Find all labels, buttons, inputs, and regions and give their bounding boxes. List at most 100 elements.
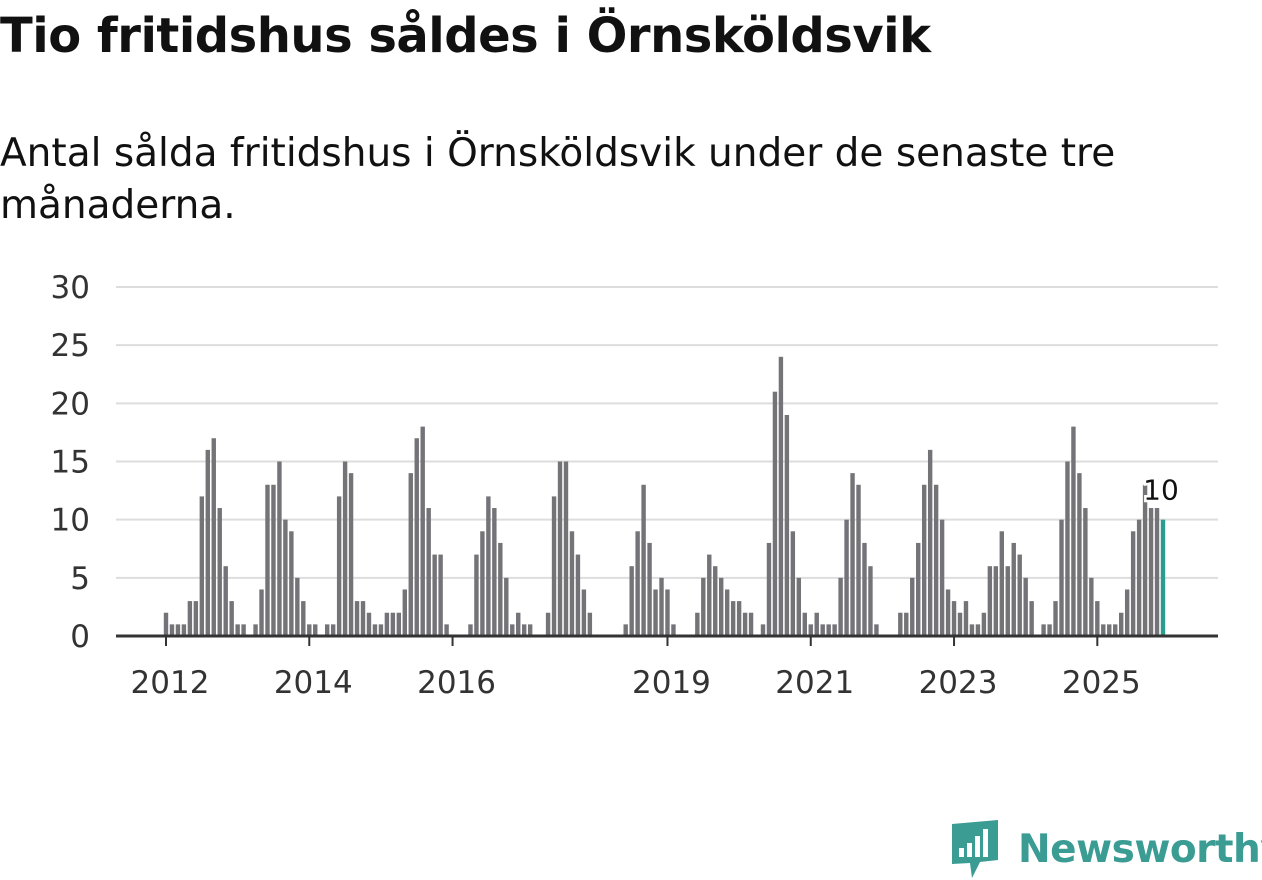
bar xyxy=(516,612,521,636)
bar xyxy=(945,589,951,636)
bar xyxy=(307,624,312,636)
y-tick-label-0: 0 xyxy=(70,619,90,655)
bar xyxy=(217,508,222,636)
bar xyxy=(205,449,210,636)
y-tick-label-25: 25 xyxy=(51,328,90,364)
bar xyxy=(336,496,342,636)
bar xyxy=(1083,508,1088,636)
bar xyxy=(826,624,831,636)
x-axis-tick-labels: 2012 2014 2016 2019 2021 2023 2025 xyxy=(131,665,1141,700)
y-tick-label-20: 20 xyxy=(51,386,90,422)
bar xyxy=(510,624,515,636)
bar xyxy=(402,589,407,636)
bar xyxy=(366,612,372,636)
bar xyxy=(313,624,318,636)
bar xyxy=(736,601,742,636)
bar xyxy=(999,531,1004,636)
bar xyxy=(838,577,843,636)
bar xyxy=(814,612,819,636)
bar xyxy=(432,554,437,636)
bar xyxy=(659,577,664,636)
bar xyxy=(784,414,790,636)
bar xyxy=(241,624,246,636)
bar xyxy=(820,624,825,636)
bar xyxy=(468,624,473,636)
bars xyxy=(163,356,1166,636)
bar xyxy=(671,624,676,636)
bar xyxy=(545,612,551,636)
bar xyxy=(1136,519,1142,636)
bar xyxy=(969,624,975,636)
bar xyxy=(330,624,336,636)
newsworthy-logo: Newsworthy xyxy=(950,818,1262,880)
bar xyxy=(1077,473,1082,636)
bar xyxy=(348,473,354,636)
bar xyxy=(760,624,766,636)
bar xyxy=(987,566,993,636)
bar xyxy=(921,484,927,636)
y-tick-label-15: 15 xyxy=(51,445,90,481)
bar xyxy=(342,461,348,636)
bar xyxy=(277,461,282,636)
bar xyxy=(360,601,366,636)
bar xyxy=(1101,624,1106,636)
bar xyxy=(927,449,933,636)
bar xyxy=(587,612,593,636)
bar xyxy=(504,577,509,636)
bar xyxy=(569,531,575,636)
x-tick-label-2025: 2025 xyxy=(1062,665,1141,700)
bar xyxy=(802,612,807,636)
bar xyxy=(653,589,658,636)
bar xyxy=(916,542,921,636)
bar xyxy=(1095,601,1100,636)
bar xyxy=(957,612,963,636)
bar xyxy=(1065,461,1070,636)
bar xyxy=(1148,508,1154,636)
chart-subtitle: Antal sålda fritidshus i Örnsköldsvik un… xyxy=(0,131,1116,228)
bar xyxy=(850,473,855,636)
bar xyxy=(832,624,837,636)
bar xyxy=(169,624,175,636)
bar xyxy=(707,554,712,636)
bar xyxy=(1089,577,1094,636)
bar xyxy=(701,577,706,636)
bar xyxy=(581,589,587,636)
bar xyxy=(1130,531,1136,636)
bar xyxy=(259,589,264,636)
y-axis-tick-labels: 0 5 10 15 20 25 30 xyxy=(51,270,90,655)
bar-chart-logo-icon xyxy=(952,820,998,878)
bar xyxy=(354,601,360,636)
bar xyxy=(1053,601,1058,636)
bar xyxy=(713,566,718,636)
bar xyxy=(378,624,384,636)
bar xyxy=(492,508,497,636)
bar xyxy=(665,589,670,636)
bar xyxy=(898,612,903,636)
bar xyxy=(1107,624,1112,636)
x-tick-label-2016: 2016 xyxy=(417,665,496,700)
bar xyxy=(963,601,969,636)
bar xyxy=(1029,601,1034,636)
bar xyxy=(790,531,796,636)
bar xyxy=(981,612,987,636)
bar xyxy=(641,484,646,636)
bar xyxy=(933,484,939,636)
gridlines xyxy=(116,286,1218,579)
bar xyxy=(1071,426,1076,636)
bar xyxy=(623,624,628,636)
bar xyxy=(629,566,634,636)
bar xyxy=(778,356,784,636)
bar xyxy=(1142,484,1148,636)
bar xyxy=(551,496,557,636)
bar xyxy=(647,542,652,636)
y-tick-label-10: 10 xyxy=(51,503,90,539)
bar xyxy=(1023,577,1028,636)
bar xyxy=(910,577,915,636)
bar xyxy=(1011,542,1016,636)
bar xyxy=(856,484,861,636)
bar xyxy=(766,542,772,636)
bar xyxy=(301,601,306,636)
bar xyxy=(372,624,378,636)
x-tick-label-2014: 2014 xyxy=(274,665,353,700)
